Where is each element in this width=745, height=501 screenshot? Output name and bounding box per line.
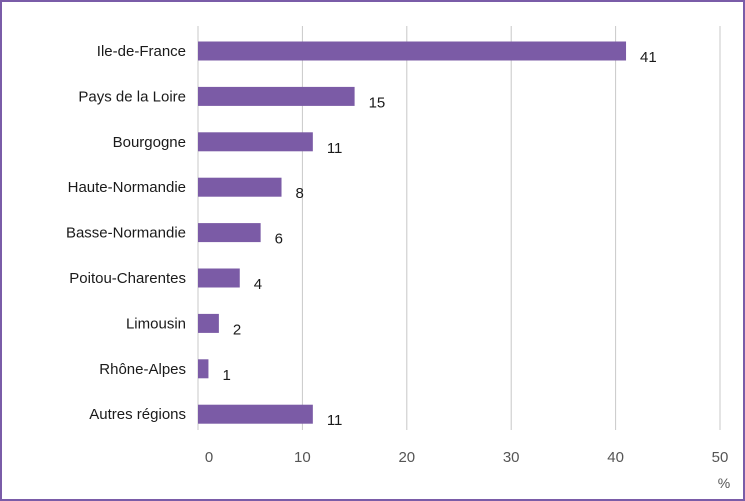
x-tick-label: 40 bbox=[607, 449, 624, 466]
data-label: 1 bbox=[222, 367, 230, 384]
x-tick-labels: 0 10 20 30 40 50 bbox=[205, 449, 729, 466]
data-label: 11 bbox=[327, 412, 343, 429]
data-label: 8 bbox=[296, 185, 304, 202]
data-label: 4 bbox=[254, 276, 262, 293]
bar bbox=[198, 359, 209, 379]
data-label: 15 bbox=[369, 94, 386, 111]
x-tick-label: 30 bbox=[503, 449, 520, 466]
category-label: Ile-de-France bbox=[97, 43, 186, 60]
category-label: Basse-Normandie bbox=[66, 225, 186, 242]
x-tick-label: 50 bbox=[712, 449, 729, 466]
bar bbox=[198, 404, 313, 424]
x-tick-label: 10 bbox=[294, 449, 311, 466]
bar bbox=[198, 313, 219, 333]
category-label: Rhône-Alpes bbox=[99, 361, 186, 378]
data-label: 6 bbox=[275, 231, 283, 248]
bar bbox=[198, 177, 282, 197]
x-tick-label: 20 bbox=[398, 449, 415, 466]
category-label: Haute-Normandie bbox=[68, 179, 186, 196]
grid-lines bbox=[197, 26, 721, 430]
category-label: Autres régions bbox=[89, 406, 186, 423]
bar bbox=[198, 223, 261, 243]
category-label: Bourgogne bbox=[113, 134, 186, 151]
data-label: 41 bbox=[640, 49, 657, 66]
category-label: Poitou-Charentes bbox=[69, 270, 186, 287]
data-label: 2 bbox=[233, 321, 241, 338]
category-label: Limousin bbox=[126, 315, 186, 332]
category-labels: Ile-de-France Pays de la Loire Bourgogne Ha… bbox=[66, 43, 186, 423]
data-label: 11 bbox=[327, 140, 343, 157]
bar bbox=[198, 268, 240, 288]
bar bbox=[198, 86, 355, 106]
bar bbox=[198, 41, 627, 61]
bars bbox=[198, 41, 627, 424]
x-tick-label: 0 bbox=[205, 449, 213, 466]
bar bbox=[198, 132, 313, 152]
category-label: Pays de la Loire bbox=[78, 88, 186, 105]
x-unit-label: % bbox=[718, 475, 730, 491]
